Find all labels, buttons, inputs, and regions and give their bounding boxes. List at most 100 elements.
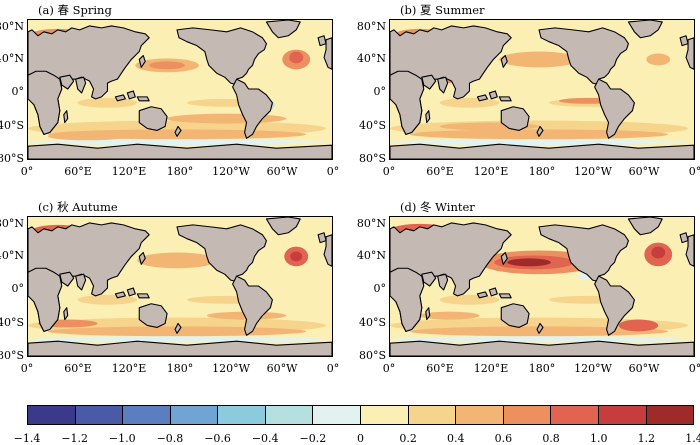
anomaly-patch xyxy=(499,51,579,68)
lat-label: 80°N xyxy=(0,20,24,33)
colorbar-tick-label: −1.0 xyxy=(108,432,136,445)
colorbar-segment xyxy=(265,406,314,424)
colorbar-segment xyxy=(313,406,362,424)
lat-label: 0° xyxy=(11,85,25,98)
colorbar-segment xyxy=(170,406,219,424)
anomaly-patch xyxy=(47,132,128,141)
lat-label: 0° xyxy=(373,282,387,295)
map-summer xyxy=(390,20,694,159)
lon-label: 180° xyxy=(528,362,556,375)
anomaly-patch xyxy=(439,294,500,305)
colorbar-tick-label: 0.2 xyxy=(399,432,417,445)
colorbar-segment xyxy=(123,406,171,424)
lon-label: 120°W xyxy=(212,165,250,178)
colorbar-tick-label: 1.0 xyxy=(589,432,608,445)
anomaly-patch xyxy=(507,258,551,267)
colorbar-tick-label: −0.4 xyxy=(251,432,279,445)
lat-label: 80°S xyxy=(0,349,24,362)
lat-label: 0° xyxy=(373,85,387,98)
lon-label: 120°W xyxy=(574,362,612,375)
colorbar-tick-label: −1.4 xyxy=(13,432,41,445)
colorbar-segment xyxy=(28,406,76,424)
lon-label: 120°E xyxy=(111,362,147,375)
anomaly-patch xyxy=(390,336,689,343)
map-panel-spring xyxy=(27,19,333,160)
lat-label: 80°N xyxy=(356,20,386,33)
lon-label: 180° xyxy=(166,362,194,375)
anomaly-patch xyxy=(28,336,327,343)
lat-label: 40°N xyxy=(0,249,24,262)
colorbar-tick-label: −0.2 xyxy=(299,432,327,445)
anomaly-patch xyxy=(651,246,666,259)
lon-label: 0° xyxy=(326,165,340,178)
lon-label: 180° xyxy=(166,165,194,178)
map-spring xyxy=(28,20,332,159)
lon-label: 180° xyxy=(528,165,556,178)
lon-label: 60°W xyxy=(628,165,660,178)
colorbar-tick-label: 1.2 xyxy=(637,432,656,445)
lon-label: 60°W xyxy=(266,165,298,178)
lat-label: 80°S xyxy=(358,349,386,362)
colorbar-tick-label: 0 xyxy=(357,432,364,445)
anomaly-patch xyxy=(439,97,500,108)
lat-label: 80°N xyxy=(356,217,386,230)
lon-label: 60°E xyxy=(64,362,92,375)
lon-label: 120°W xyxy=(574,165,612,178)
lon-label: 0° xyxy=(20,165,34,178)
lon-label: 0° xyxy=(382,362,396,375)
anomaly-patch xyxy=(28,139,327,146)
map-panel-summer xyxy=(389,19,695,160)
map-panel-autumn xyxy=(27,216,333,357)
anomaly-patch xyxy=(618,319,659,332)
lon-label: 120°W xyxy=(212,362,250,375)
lat-label: 80°N xyxy=(0,217,24,230)
lat-label: 40°N xyxy=(356,52,386,65)
map-panel-winter xyxy=(389,216,695,357)
anomaly-patch xyxy=(419,311,480,320)
anomaly-patch xyxy=(390,139,689,146)
lon-label: 60°W xyxy=(266,362,298,375)
colorbar-tick-label: 0.4 xyxy=(447,432,465,445)
anomaly-patch xyxy=(290,251,303,262)
colorbar-tick-label: 1.4 xyxy=(685,432,700,445)
lat-label: 40°N xyxy=(0,52,24,65)
anomaly-patch xyxy=(77,97,138,108)
colorbar-tick-label: −0.8 xyxy=(156,432,184,445)
colorbar-segment xyxy=(408,406,457,424)
lon-label: 60°E xyxy=(426,362,454,375)
colorbar-segment xyxy=(503,406,552,424)
lat-label: 40°S xyxy=(0,316,24,329)
lat-label: 80°S xyxy=(358,152,386,165)
lat-label: 40°S xyxy=(358,119,386,132)
panel-title-c: (c) 秋 Autume xyxy=(38,200,118,214)
panel-title-d: (d) 冬 Winter xyxy=(400,200,475,214)
anomaly-patch xyxy=(149,61,185,70)
lat-label: 40°S xyxy=(358,316,386,329)
colorbar-tick-label: 0.6 xyxy=(494,432,513,445)
lat-label: 80°S xyxy=(0,152,24,165)
lon-label: 0° xyxy=(326,362,340,375)
map-autumn xyxy=(28,217,332,356)
colorbar-segment xyxy=(218,406,266,424)
colorbar-segment xyxy=(75,406,124,424)
lon-label: 0° xyxy=(688,165,700,178)
lon-label: 120°E xyxy=(473,165,509,178)
lat-label: 40°S xyxy=(0,119,24,132)
colorbar-tick-label: −0.6 xyxy=(204,432,231,445)
anomaly-patch xyxy=(77,294,138,305)
lon-label: 0° xyxy=(20,362,34,375)
lon-label: 60°E xyxy=(426,165,454,178)
lon-label: 60°W xyxy=(628,362,660,375)
colorbar xyxy=(27,405,694,425)
map-winter xyxy=(390,217,694,356)
colorbar-segment xyxy=(598,406,647,424)
lat-label: 40°N xyxy=(356,249,386,262)
panel-title-a: (a) 春 Spring xyxy=(38,3,112,17)
panel-title-b: (b) 夏 Summer xyxy=(400,3,485,17)
lat-label: 0° xyxy=(11,282,25,295)
colorbar-tick-label: 0.8 xyxy=(542,432,560,445)
anomaly-patch xyxy=(167,113,287,124)
lon-label: 120°E xyxy=(473,362,509,375)
lon-label: 60°E xyxy=(64,165,92,178)
lon-label: 120°E xyxy=(111,165,147,178)
